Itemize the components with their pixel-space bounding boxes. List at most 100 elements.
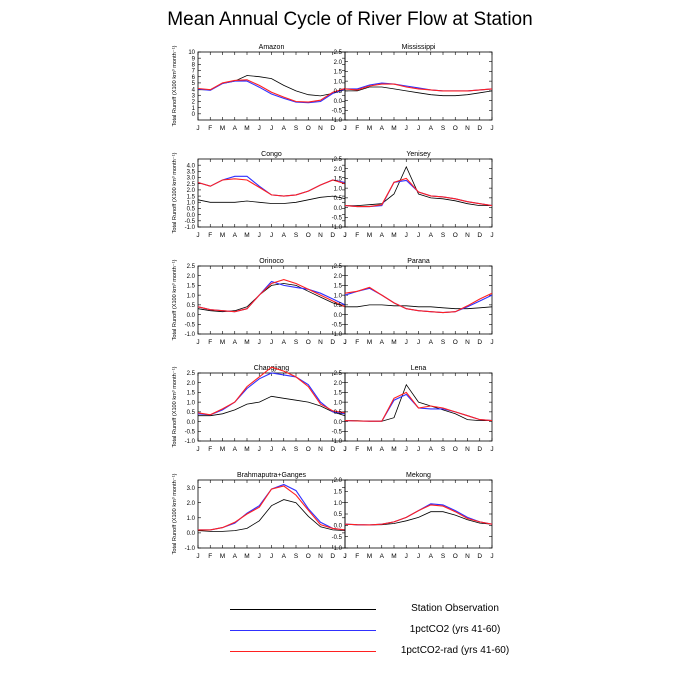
plot-frame <box>197 51 346 121</box>
x-tick-label: N <box>465 125 470 132</box>
y-tick-label: 8 <box>192 63 196 69</box>
series-line-station-observation <box>197 499 346 532</box>
x-tick-label: M <box>367 446 372 453</box>
legend-line-1pctco2-rad <box>230 651 376 652</box>
page-title: Mean Annual Cycle of River Flow at Stati… <box>167 9 533 30</box>
x-tick-label: D <box>477 446 482 453</box>
x-tick-label: F <box>208 339 212 346</box>
y-tick-label: 0.5 <box>334 410 343 416</box>
y-tick-label: 4.0 <box>187 163 196 169</box>
y-tick-label: -0.5 <box>185 429 196 435</box>
x-tick-label: J <box>417 553 420 560</box>
x-tick-label: J <box>405 339 408 346</box>
x-tick-label: F <box>208 232 212 239</box>
series-line-station-observation <box>197 283 346 313</box>
plot-frame <box>344 479 493 549</box>
panel-title: Mississippi <box>402 44 436 51</box>
x-tick-label: S <box>294 339 299 346</box>
y-tick-label: 1.5 <box>334 490 343 496</box>
x-tick-label: J <box>196 446 199 453</box>
series-line-1pctco2-yrs-41-60 <box>344 287 493 314</box>
legend-label-1pctco2-rad: 1pctCO2-rad (yrs 41-60) <box>400 645 510 656</box>
x-tick-label: O <box>306 232 311 239</box>
y-tick-label: 1.0 <box>187 516 196 522</box>
x-tick-label: M <box>244 553 249 560</box>
x-tick-label: J <box>343 553 346 560</box>
legend-item-1pctco2-rad: 1pctCO2-rad (yrs 41-60) <box>230 643 530 659</box>
y-tick-label: -0.5 <box>332 215 343 221</box>
y-tick-label: 2.0 <box>187 501 196 507</box>
x-tick-label: O <box>306 553 311 560</box>
x-tick-label: J <box>343 125 346 132</box>
series-line-station-observation <box>345 86 493 97</box>
x-tick-label: J <box>343 339 346 346</box>
x-tick-label: O <box>453 339 458 346</box>
y-tick-label: 1.0 <box>187 200 196 206</box>
x-tick-label: M <box>391 553 396 560</box>
legend-item-observation: Station Observation <box>230 601 530 617</box>
y-tick-label: 0.5 <box>187 410 196 416</box>
x-tick-label: D <box>477 232 482 239</box>
y-tick-label: 0.0 <box>334 313 343 319</box>
x-tick-label: J <box>417 125 420 132</box>
x-tick-label: A <box>233 232 238 239</box>
series-line-station-observation <box>198 395 346 417</box>
y-tick-label: 0.5 <box>334 303 343 309</box>
x-tick-label: A <box>429 232 434 239</box>
y-tick-label: 0.0 <box>334 99 343 105</box>
x-tick-label: J <box>405 125 408 132</box>
y-tick-label: 1.5 <box>334 284 343 290</box>
x-tick-label: A <box>429 446 434 453</box>
x-tick-label: A <box>233 125 238 132</box>
series-line-1pctco2-yrs-41-60 <box>197 175 346 197</box>
x-tick-label: S <box>441 232 446 239</box>
x-tick-label: J <box>405 553 408 560</box>
x-tick-label: D <box>330 553 335 560</box>
y-tick-label: 1.0 <box>334 400 343 406</box>
y-axis-label: Total Runoff (X100 km³ month⁻¹) <box>172 152 178 233</box>
y-tick-label: 2.0 <box>187 188 196 194</box>
x-tick-label: A <box>282 446 287 453</box>
x-tick-label: F <box>208 446 212 453</box>
x-tick-label: A <box>282 339 287 346</box>
plot-frame <box>344 158 493 228</box>
x-tick-label: S <box>441 553 446 560</box>
series-line-1pctco2-rad-yrs-41-60 <box>344 83 493 92</box>
legend-item-1pctco2: 1pctCO2 (yrs 41-60) <box>230 622 530 638</box>
y-tick-label: 1.5 <box>334 70 343 76</box>
y-tick-label: 0.5 <box>334 512 343 518</box>
x-tick-label: S <box>441 446 446 453</box>
x-tick-label: O <box>306 446 311 453</box>
series-line-1pctco2-rad-yrs-41-60 <box>344 177 493 208</box>
legend-line-observation <box>230 609 376 610</box>
y-axis-label: Total Runoff (X100 km³ month⁻¹) <box>172 45 178 126</box>
x-tick-label: S <box>294 125 299 132</box>
panel-title: Amazon <box>259 44 285 51</box>
y-tick-label: 2.5 <box>187 182 196 188</box>
y-tick-label: 0.0 <box>187 213 196 219</box>
y-tick-label: -0.5 <box>332 108 343 114</box>
x-tick-label: S <box>294 553 299 560</box>
y-tick-label: 1.0 <box>334 293 343 299</box>
x-tick-label: J <box>196 125 199 132</box>
x-tick-label: J <box>270 446 273 453</box>
series-line-1pctco2-rad-yrs-41-60 <box>344 391 493 422</box>
x-tick-label: F <box>355 446 359 453</box>
x-tick-label: A <box>282 232 287 239</box>
x-tick-label: O <box>453 553 458 560</box>
y-tick-label: 2.0 <box>334 381 343 387</box>
x-tick-label: N <box>318 553 323 560</box>
y-tick-label: 2.5 <box>187 371 196 377</box>
x-tick-label: F <box>355 553 359 560</box>
y-axis-label: Total Runoff (X100 km³ month⁻¹) <box>172 259 178 340</box>
series-line-station-observation <box>345 165 492 207</box>
x-tick-label: N <box>465 232 470 239</box>
series-line-1pctco2-rad-yrs-41-60 <box>197 279 346 313</box>
x-tick-label: J <box>343 446 346 453</box>
y-tick-label: 2.0 <box>334 60 343 66</box>
